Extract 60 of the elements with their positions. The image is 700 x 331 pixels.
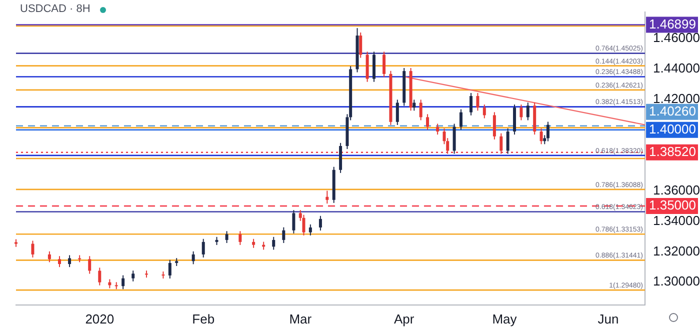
ref-line-label: 1.40000 [649,121,696,136]
x-tick-label: 2020 [85,311,114,326]
candlestick [68,254,72,268]
candlestick [426,114,430,130]
y-tick-label: 1.30000 [653,274,700,289]
candlestick [168,259,172,279]
ref-line-label: 1.40260 [649,103,696,118]
candlestick [436,123,440,136]
candlestick [419,99,422,121]
ref-line-label: 1.46899 [649,16,696,32]
candlestick [470,92,473,116]
x-tick-label: May [492,311,518,326]
candlestick [476,92,480,112]
candlestick [31,240,34,258]
candlestick [382,51,386,78]
candlestick [506,128,510,154]
candlestick [308,224,312,236]
y-tick-label: 1.44000 [653,60,700,76]
candlestick [132,270,135,282]
candlestick [122,274,125,290]
candlestick [459,108,462,130]
x-tick-label: Mar [289,311,312,326]
candlestick [318,215,322,232]
y-tick-label: 1.36000 [653,182,700,198]
candlestick [225,230,228,244]
x-tick-label: Apr [394,311,415,326]
candlestick [513,104,516,136]
x-tick-label: Feb [192,311,215,326]
y-tick-label: 1.42000 [653,90,700,106]
candlestick [238,230,242,246]
y-tick-label: 1.34000 [653,212,700,228]
candlestick [98,267,102,286]
candlestick [500,132,503,154]
candlestick [359,32,362,58]
candlestick [58,256,61,268]
chart-title: USDCAD · 8H [18,3,92,15]
candlestick [546,121,550,142]
y-tick-label: 1.46000 [653,30,700,46]
ref-line-label: 1.35000 [649,198,696,213]
candlestick [326,190,329,204]
y-tick-label: 1.32000 [653,243,700,258]
candlestick [48,250,51,263]
candlestick [526,102,530,121]
x-tick-label: Jun [598,311,619,326]
candlestick [452,123,456,154]
candlestick [520,104,523,121]
candlestick [202,238,205,258]
candlestick [272,236,276,250]
candlestick [339,142,342,174]
candlestick [282,226,286,244]
ref-line-label: 1.38520 [649,144,696,159]
candlestick [412,99,416,112]
candlestick [88,256,92,274]
candlestick [482,104,486,119]
candlestick [302,214,306,236]
candlestick [492,112,496,140]
candlestick [396,99,399,126]
candlestick [292,210,296,234]
candlestick [540,128,543,145]
candlestick [192,250,195,265]
